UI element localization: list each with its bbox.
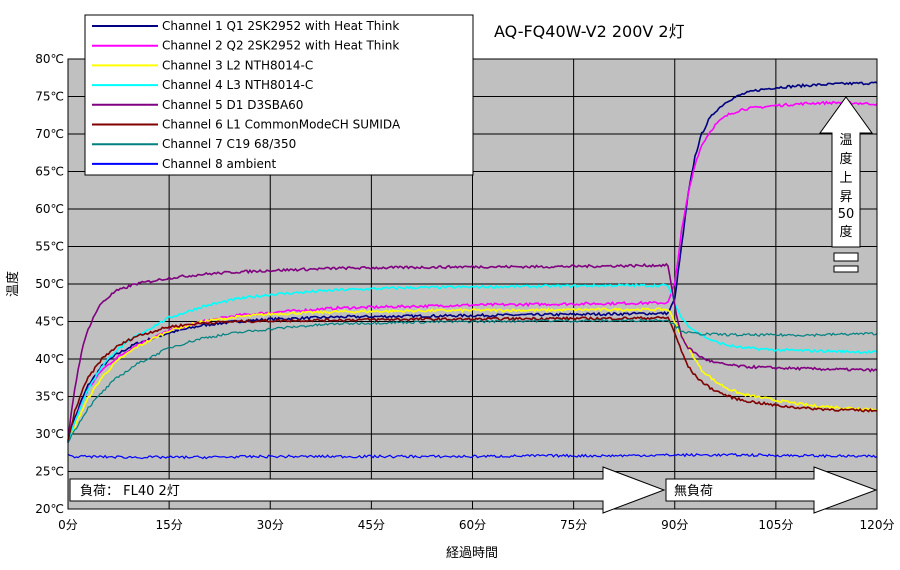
- x-tick-label: 90分: [661, 518, 688, 532]
- y-tick-label: 20℃: [35, 502, 64, 516]
- y-tick-label: 50℃: [35, 277, 64, 291]
- legend-box: [84, 14, 474, 176]
- load-on-label: 負荷： FL40 2灯: [80, 484, 180, 499]
- x-tick-label: 0分: [58, 518, 78, 532]
- y-axis-title: 温度: [5, 271, 21, 297]
- load-on-arrow-shape: [69, 466, 666, 514]
- y-tick-label: 45℃: [35, 315, 64, 329]
- y-tick-label: 35℃: [35, 390, 64, 404]
- legend-label-channel-6: Channel 6 L1 CommonModeCH SUMIDA: [162, 118, 401, 132]
- x-tick-label: 120分: [860, 518, 895, 532]
- series-line-channel-6: [67, 315, 878, 442]
- legend-label-channel-4: Channel 4 L3 NTH8014-C: [162, 78, 313, 92]
- y-tick-label: 75℃: [35, 90, 64, 104]
- legend-label-channel-1: Channel 1 Q1 2SK2952 with Heat Think: [162, 19, 399, 33]
- x-tick-label: 45分: [358, 518, 385, 532]
- series-line-channel-8: [67, 452, 878, 460]
- load-off-label: 無負荷: [674, 484, 713, 499]
- load-off-arrow: 無負荷: [665, 466, 878, 514]
- x-axis-title: 経過時間: [446, 546, 498, 561]
- y-tick-label: 25℃: [35, 465, 64, 479]
- rise-label-char: 度: [839, 224, 852, 240]
- series-line-channel-1: [67, 81, 878, 443]
- chart-title: AQ-FQ40W-V2 200V 2灯: [494, 22, 685, 41]
- rise-tail-block-1: [833, 252, 859, 262]
- y-tick-label: 70℃: [35, 127, 64, 141]
- rise-label-char: 上: [839, 171, 852, 186]
- y-tick-label: 80℃: [35, 52, 64, 66]
- y-tick-label: 40℃: [35, 352, 64, 366]
- x-tick-label: 75分: [560, 518, 587, 532]
- x-tick-label: 15分: [155, 518, 182, 532]
- legend-label-channel-3: Channel 3 L2 NTH8014-C: [162, 58, 313, 72]
- x-tick-label: 105分: [758, 518, 793, 532]
- y-tick-label: 60℃: [35, 202, 64, 216]
- legend-label-channel-7: Channel 7 C19 68/350: [162, 137, 296, 151]
- rise-label-char: 50: [838, 207, 855, 222]
- y-tick-label: 30℃: [35, 427, 64, 441]
- load-on-arrow: 負荷： FL40 2灯: [69, 466, 666, 514]
- series-layer: [67, 81, 878, 460]
- rise-tail-block-2: [833, 265, 859, 273]
- series-line-channel-7: [67, 318, 878, 444]
- legend-label-channel-5: Channel 5 D1 D3SBA60: [162, 98, 303, 112]
- legend: Channel 1 Q1 2SK2952 with Heat Think Chan…: [84, 14, 474, 176]
- load-off-arrow-shape: [665, 466, 878, 514]
- y-tick-label: 65℃: [35, 165, 64, 179]
- legend-label-channel-2: Channel 2 Q2 2SK2952 with Heat Think: [162, 39, 399, 53]
- rise-arrow-shape: [819, 96, 873, 248]
- series-line-channel-5: [67, 262, 878, 441]
- x-tick-label: 30分: [257, 518, 284, 532]
- series-line-channel-4: [67, 283, 878, 443]
- x-tick-labels: 0分 15分 30分 45分 60分 75分 90分 105分 120分: [58, 518, 894, 532]
- x-tick-label: 60分: [459, 518, 486, 532]
- rise-label-char: 温: [839, 133, 852, 148]
- rise-label-char: 昇: [839, 190, 852, 205]
- y-tick-label: 55℃: [35, 240, 64, 254]
- rise-label-char: 度: [839, 151, 852, 167]
- legend-label-channel-8: Channel 8 ambient: [162, 157, 277, 171]
- y-tick-labels: 20℃ 25℃ 30℃ 35℃ 40℃ 45℃ 50℃ 55℃ 60℃ 65℃ 70℃ 75℃ 80℃: [35, 52, 64, 516]
